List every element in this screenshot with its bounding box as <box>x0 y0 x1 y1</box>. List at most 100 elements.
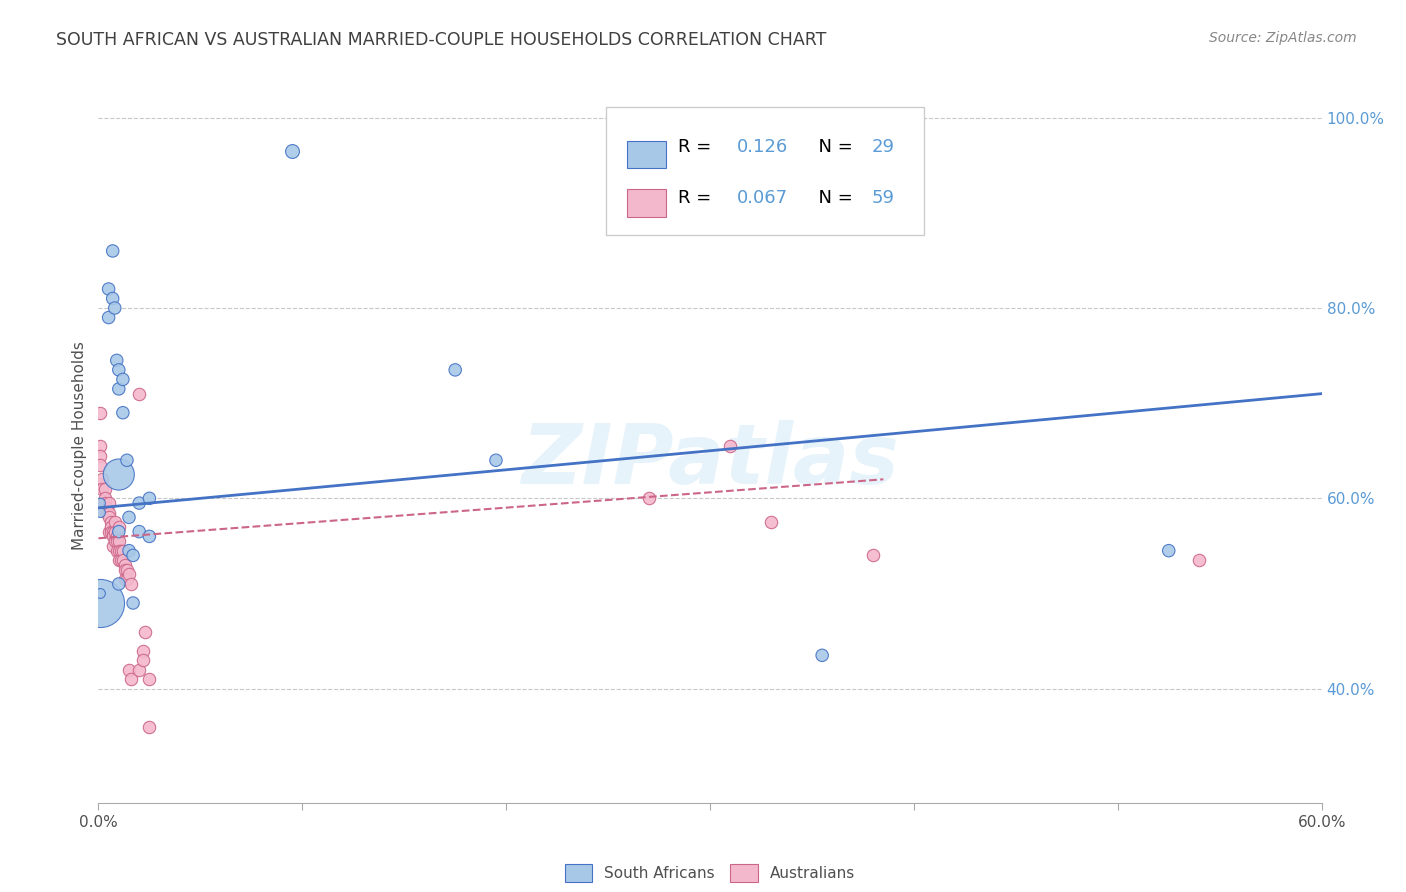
Point <box>110 543 132 558</box>
Point <box>122 549 145 563</box>
Point <box>862 549 884 563</box>
FancyBboxPatch shape <box>627 141 666 168</box>
Point <box>101 539 124 553</box>
Point <box>89 477 111 491</box>
Point <box>118 663 141 677</box>
Point <box>134 624 156 639</box>
FancyBboxPatch shape <box>606 107 924 235</box>
Point <box>761 515 783 529</box>
Point <box>105 529 128 543</box>
Text: 0.126: 0.126 <box>737 138 789 156</box>
Point <box>105 543 128 558</box>
Text: 29: 29 <box>872 138 894 156</box>
Point <box>114 558 136 572</box>
Point <box>108 577 131 591</box>
Text: SOUTH AFRICAN VS AUSTRALIAN MARRIED-COUPLE HOUSEHOLDS CORRELATION CHART: SOUTH AFRICAN VS AUSTRALIAN MARRIED-COUP… <box>56 31 827 49</box>
Point <box>444 363 467 377</box>
Point <box>1157 543 1180 558</box>
Point <box>108 543 131 558</box>
Point <box>128 663 150 677</box>
Point <box>720 439 742 453</box>
Text: N =: N = <box>807 189 858 207</box>
Point <box>118 510 141 524</box>
Point <box>97 310 120 325</box>
Point <box>138 720 160 734</box>
Point <box>96 500 118 515</box>
Point <box>138 529 160 543</box>
Point <box>100 524 122 539</box>
Legend: South Africans, Australians: South Africans, Australians <box>558 858 862 888</box>
Point <box>108 534 131 549</box>
Point <box>104 524 127 539</box>
Point <box>114 572 136 586</box>
Point <box>96 506 118 520</box>
Point <box>93 491 115 506</box>
Point <box>281 144 304 158</box>
Point <box>138 491 160 506</box>
Point <box>104 301 127 315</box>
Text: ZIPatlas: ZIPatlas <box>522 420 898 500</box>
Point <box>108 363 131 377</box>
Text: 0.067: 0.067 <box>737 189 789 207</box>
Text: N =: N = <box>807 138 858 156</box>
Point <box>89 458 111 472</box>
Point <box>122 596 145 610</box>
Point <box>89 596 111 610</box>
Point <box>108 467 131 482</box>
Point <box>111 543 134 558</box>
Point <box>132 643 155 657</box>
Point <box>110 553 132 567</box>
Point <box>120 577 142 591</box>
Point <box>811 648 834 663</box>
Point <box>101 292 124 306</box>
Point <box>89 586 111 600</box>
Point <box>108 524 131 539</box>
Point <box>105 534 128 549</box>
Point <box>93 496 115 510</box>
Point <box>485 453 508 467</box>
Point <box>89 496 111 510</box>
Point <box>108 382 131 396</box>
Point <box>132 653 155 667</box>
Point <box>115 572 138 586</box>
Point <box>89 439 111 453</box>
Point <box>89 506 111 520</box>
Point <box>115 563 138 577</box>
Point <box>89 406 111 420</box>
Point <box>111 406 134 420</box>
Point <box>118 567 141 582</box>
Point <box>114 563 136 577</box>
Point <box>638 491 661 506</box>
Point <box>118 543 141 558</box>
Point <box>138 672 160 686</box>
Point <box>101 529 124 543</box>
Point <box>104 515 127 529</box>
Point <box>108 553 131 567</box>
Point <box>105 353 128 368</box>
Point <box>128 386 150 401</box>
Point <box>97 524 120 539</box>
Point <box>101 524 124 539</box>
Point <box>111 372 134 386</box>
Point <box>100 515 122 529</box>
Text: R =: R = <box>678 189 717 207</box>
Point <box>1188 553 1211 567</box>
Point <box>128 524 150 539</box>
Point <box>97 496 120 510</box>
Point <box>91 472 114 486</box>
Point <box>101 244 124 258</box>
Point <box>111 553 134 567</box>
Point <box>97 510 120 524</box>
Point <box>89 449 111 463</box>
Point <box>104 534 127 549</box>
Point <box>97 282 120 296</box>
Point <box>120 672 142 686</box>
Text: R =: R = <box>678 138 717 156</box>
Point <box>91 482 114 496</box>
Point <box>108 520 131 534</box>
Point <box>89 500 111 515</box>
Point <box>128 496 150 510</box>
Text: Source: ZipAtlas.com: Source: ZipAtlas.com <box>1209 31 1357 45</box>
Text: 59: 59 <box>872 189 894 207</box>
Point <box>115 453 138 467</box>
